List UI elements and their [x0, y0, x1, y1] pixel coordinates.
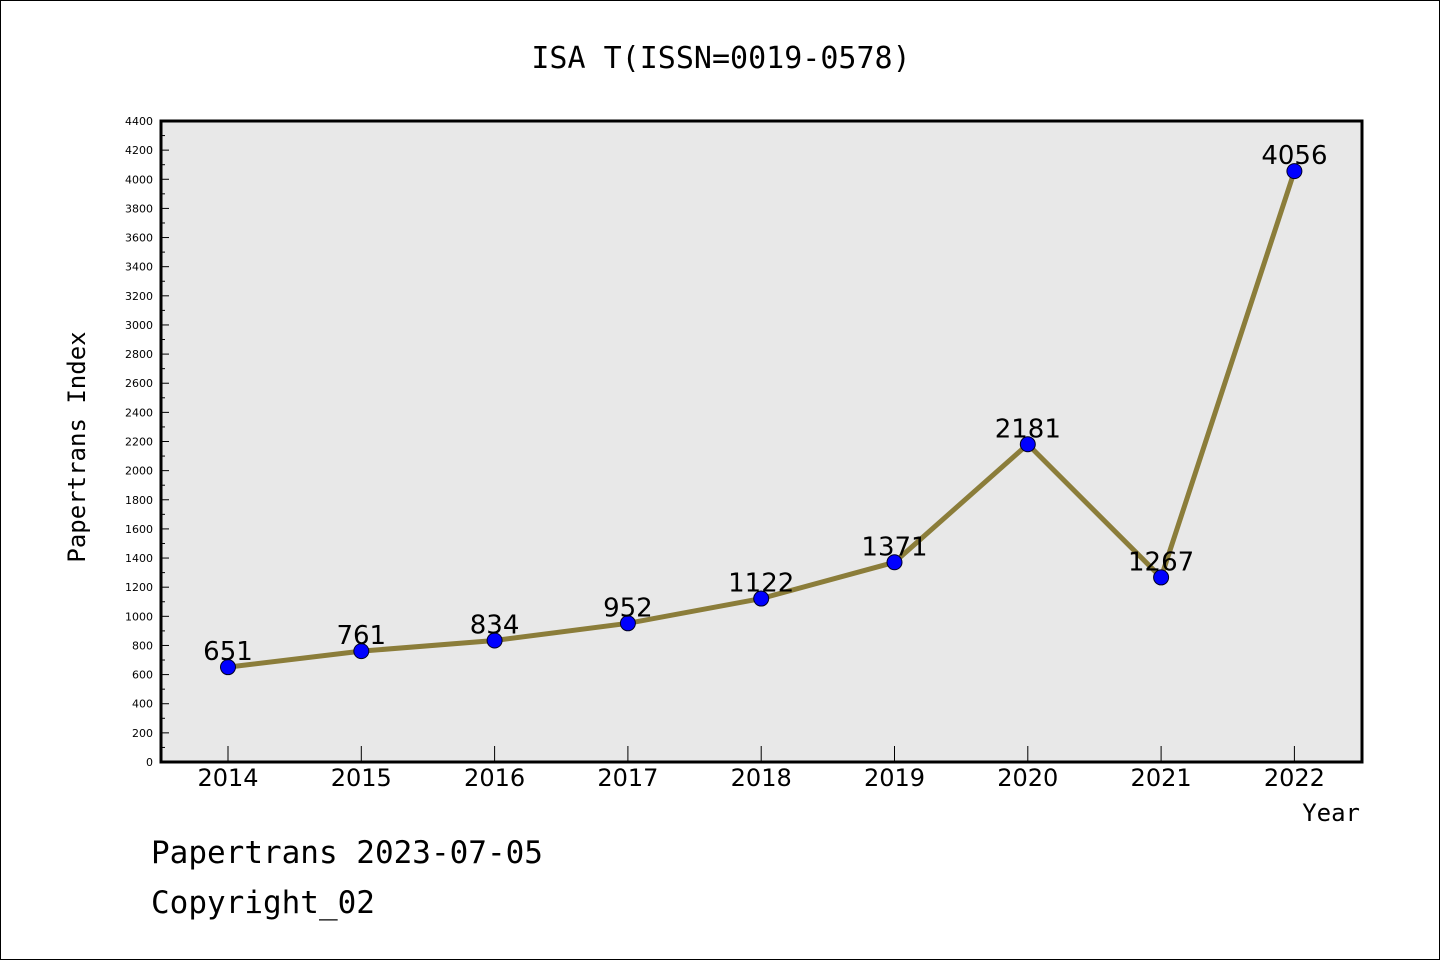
y-tick-label: 3200 — [125, 290, 153, 303]
x-tick-label: 2022 — [1264, 764, 1325, 792]
y-tick-label: 1600 — [125, 523, 153, 536]
data-point — [353, 643, 370, 660]
y-tick-label: 3400 — [125, 261, 153, 274]
y-tick-label: 4400 — [125, 115, 153, 128]
footer-copyright: Copyright_02 — [151, 885, 375, 921]
y-tick-label: 2800 — [125, 348, 153, 361]
y-tick-label: 3600 — [125, 232, 153, 245]
data-label: 1267 — [1128, 547, 1194, 577]
y-tick-label: 1200 — [125, 581, 153, 594]
y-tick-label: 1400 — [125, 552, 153, 565]
y-axis: 0 200 400 600 800 1000 1200 1400 1600 1800 2000 220… — [125, 115, 169, 769]
data-point — [486, 632, 503, 649]
y-tick-label: 3800 — [125, 202, 153, 215]
data-point — [1153, 569, 1170, 586]
y-tick-label: 4200 — [125, 144, 153, 157]
data-point — [753, 590, 770, 607]
y-tick-label: 3000 — [125, 319, 153, 332]
data-label: 761 — [336, 621, 386, 651]
x-axis: 2014 2015 2016 2017 2018 2019 2020 2021 2022 — [197, 746, 1325, 792]
y-tick-label: 2600 — [125, 377, 153, 390]
y-tick-label: 2400 — [125, 406, 153, 419]
data-label: 834 — [470, 611, 520, 641]
data-label: 4056 — [1261, 141, 1327, 171]
y-tick-label: 1800 — [125, 494, 153, 507]
data-point — [619, 615, 636, 632]
x-axis-label: Year — [1302, 799, 1360, 827]
x-tick-label: 2020 — [997, 764, 1058, 792]
x-tick-label: 2019 — [864, 764, 925, 792]
x-tick-label: 2017 — [597, 764, 658, 792]
data-point — [1286, 163, 1303, 180]
y-tick-label: 800 — [132, 639, 153, 652]
x-tick-label: 2021 — [1131, 764, 1192, 792]
data-label: 952 — [603, 593, 653, 623]
y-tick-label: 400 — [132, 698, 153, 711]
y-tick-label: 2000 — [125, 465, 153, 478]
x-tick-label: 2014 — [197, 764, 258, 792]
series-group: 651 761 834 952 1122 1371 2181 1267 4056 — [203, 141, 1327, 676]
data-point — [1019, 436, 1036, 453]
y-tick-label: 1000 — [125, 610, 153, 623]
x-tick-label: 2018 — [731, 764, 792, 792]
x-tick-label: 2015 — [331, 764, 392, 792]
data-label: 651 — [203, 637, 253, 667]
data-point — [220, 659, 236, 676]
y-tick-label: 4000 — [125, 173, 153, 186]
y-tick-label: 0 — [146, 756, 153, 769]
x-tick-label: 2016 — [464, 764, 525, 792]
data-label: 2181 — [995, 414, 1061, 444]
footer-date: Papertrans 2023-07-05 — [151, 835, 543, 871]
y-tick-label: 200 — [132, 727, 153, 740]
plot-area — [159, 119, 1364, 764]
y-tick-label: 2200 — [125, 436, 153, 449]
chart-title: ISA T(ISSN=0019-0578) — [531, 41, 910, 76]
y-tick-label: 600 — [132, 669, 153, 682]
data-point — [886, 554, 903, 571]
y-axis-label: Papertrans Index — [63, 331, 91, 562]
data-label: 1371 — [861, 532, 927, 562]
data-label: 1122 — [728, 569, 794, 599]
